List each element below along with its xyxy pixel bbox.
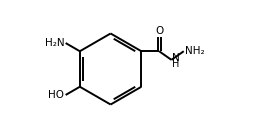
Text: H₂N: H₂N bbox=[45, 38, 64, 48]
Text: HO: HO bbox=[48, 90, 64, 100]
Text: N: N bbox=[172, 53, 180, 63]
Text: H: H bbox=[172, 59, 180, 69]
Text: NH₂: NH₂ bbox=[185, 46, 205, 56]
Text: O: O bbox=[155, 26, 163, 36]
